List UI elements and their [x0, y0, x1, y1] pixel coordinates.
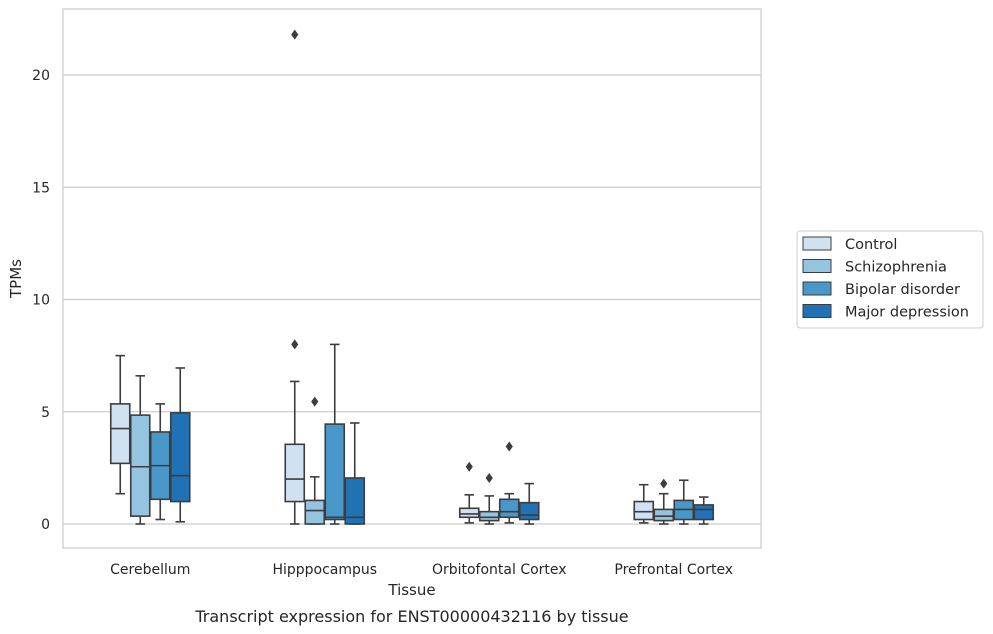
box-group: [633, 478, 715, 525]
y-tick-label: 20: [32, 68, 50, 84]
box: [324, 343, 346, 525]
box: [109, 354, 131, 495]
box-group: [284, 29, 366, 525]
box: [673, 479, 695, 525]
box-body: [284, 443, 306, 503]
box-body: [109, 403, 131, 465]
y-tick-labels: 0 5 10 15 20: [32, 68, 50, 533]
legend-frame: [796, 230, 984, 329]
box: [693, 496, 715, 525]
legend-item: Control: [802, 236, 897, 253]
plot-frame: [62, 8, 762, 549]
box-body: [324, 423, 346, 521]
x-tick-label: Orbitofontal Cortex: [432, 562, 567, 578]
y-tick-label: 0: [41, 517, 50, 533]
box: [344, 422, 366, 525]
gridlines: [63, 74, 761, 525]
box-group: [109, 354, 191, 525]
box: [653, 478, 675, 525]
box-body: [633, 500, 655, 521]
box-body: [478, 510, 500, 522]
box-body: [304, 499, 326, 525]
x-axis-label: Tissue: [387, 581, 435, 599]
box-body: [653, 508, 675, 522]
y-tick-label: 5: [41, 405, 50, 421]
y-axis-label: TPMs: [7, 259, 25, 299]
y-tick-label: 15: [32, 180, 50, 196]
legend-item: Schizophrenia: [802, 259, 947, 276]
box: [478, 472, 500, 525]
y-tick-label: 10: [32, 293, 50, 309]
box-body: [693, 504, 715, 521]
legend-item: Bipolar disorder: [802, 281, 960, 298]
box: [129, 375, 151, 525]
box: [498, 441, 520, 524]
box-body: [518, 501, 540, 521]
box: [633, 483, 655, 524]
box: [304, 396, 326, 525]
legend-swatch: [802, 236, 832, 251]
legend-item: Major depression: [802, 304, 969, 321]
x-tick-labels: Cerebellum Hipppocampus Orbitofontal Corte…: [110, 562, 733, 578]
box-body: [169, 412, 191, 503]
box-group: [458, 441, 540, 525]
x-tick-label: Cerebellum: [110, 562, 190, 578]
box: [149, 403, 171, 521]
legend-swatch: [802, 281, 832, 296]
box-groups: [109, 29, 715, 525]
outlier-point: [311, 396, 319, 407]
legend-label: Bipolar disorder: [845, 282, 960, 298]
legend-label: Schizophrenia: [845, 260, 947, 276]
box-body: [458, 507, 480, 519]
outlier-point: [660, 478, 668, 489]
box: [169, 367, 191, 523]
legend: Control Schizophrenia Bipolar disorder Majo…: [796, 230, 984, 329]
legend-label: Control: [845, 237, 897, 253]
chart-caption: Transcript expression for ENST0000043211…: [194, 607, 628, 626]
legend-label: Major depression: [845, 305, 969, 321]
outlier-point: [465, 461, 473, 472]
outlier-point: [485, 472, 493, 483]
x-tick-label: Prefrontal Cortex: [614, 562, 733, 578]
box-body: [498, 498, 520, 519]
legend-swatch: [802, 259, 832, 273]
outlier-point: [291, 339, 299, 350]
box: [458, 461, 480, 524]
x-tick-label: Hipppocampus: [272, 562, 377, 578]
box: [284, 29, 306, 525]
box-body: [344, 477, 366, 525]
box-body: [129, 414, 151, 517]
outlier-point: [291, 29, 299, 40]
box: [518, 482, 540, 525]
outlier-point: [505, 441, 513, 452]
legend-swatch: [802, 304, 832, 318]
